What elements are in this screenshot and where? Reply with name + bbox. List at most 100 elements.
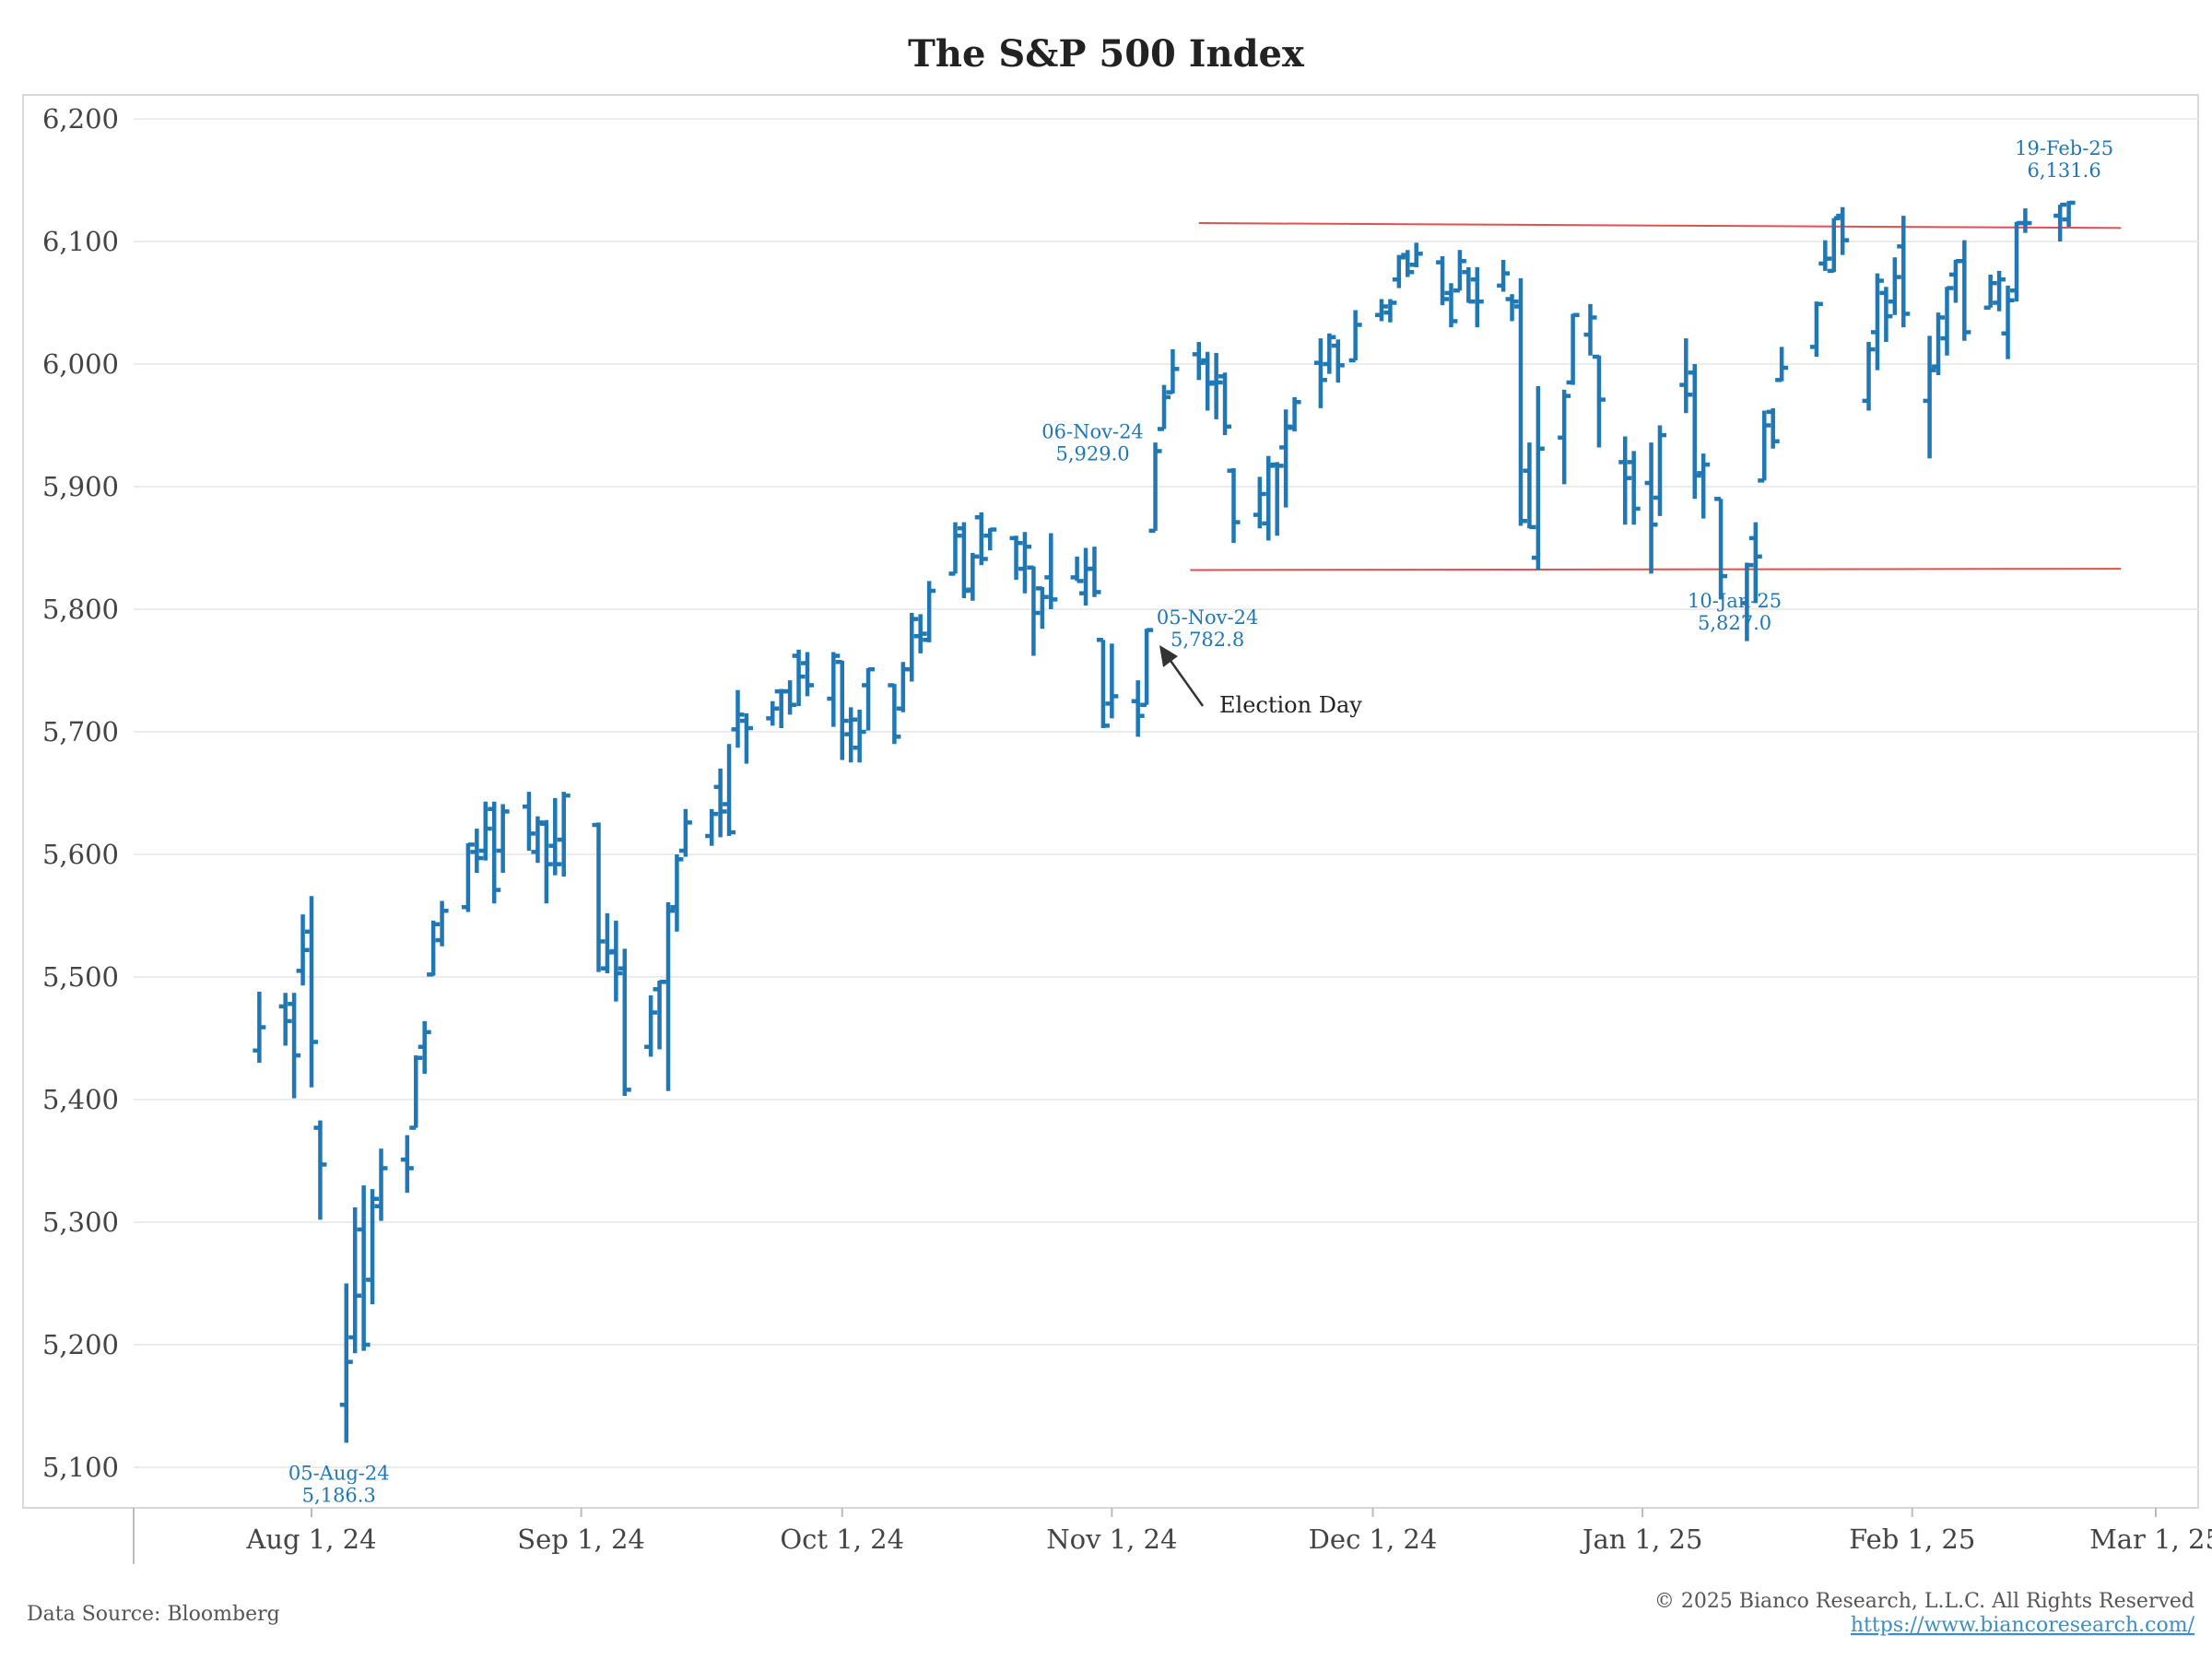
ohlc-bar	[1148, 442, 1162, 534]
ohlc-bar	[705, 808, 719, 846]
annotation-value: 5,929.0	[1055, 442, 1129, 465]
ohlc-bar	[2001, 285, 2015, 359]
ohlc-bar	[366, 1189, 380, 1305]
ohlc-bar	[1618, 436, 1632, 525]
ohlc-bar	[1044, 533, 1058, 609]
ohlc-bar	[1374, 299, 1388, 322]
ohlc-bar	[1088, 547, 1101, 597]
ohlc-bar	[1523, 442, 1536, 530]
annotation-date: 06-Nov-24	[1041, 420, 1144, 442]
ohlc-bar	[296, 914, 310, 986]
ohlc-bar	[1688, 364, 1701, 500]
ohlc-bar	[1758, 410, 1771, 483]
ohlc-bar	[1253, 477, 1266, 529]
y-tick-label: 5,600	[42, 839, 119, 870]
ohlc-bar	[913, 614, 927, 653]
y-tick-label: 5,400	[42, 1084, 119, 1115]
ohlc-bar	[1766, 407, 1780, 449]
x-tick-label: Mar 1, 25	[2089, 1524, 2212, 1555]
website-link[interactable]: https://www.biancoresearch.com/	[1851, 1614, 2195, 1637]
ohlc-bar	[1070, 556, 1084, 583]
ohlc-bar	[739, 713, 753, 764]
ohlc-bar	[1453, 250, 1466, 293]
y-tick-label: 5,700	[42, 716, 119, 747]
ohlc-bar	[853, 710, 866, 763]
ohlc-bar	[923, 581, 936, 642]
y-tick-label: 5,300	[42, 1206, 119, 1238]
ohlc-bar	[731, 689, 745, 748]
annotation-date: 05-Aug-24	[288, 1462, 390, 1484]
ohlc-bar	[305, 896, 318, 1088]
trendlines	[1190, 222, 2122, 571]
ohlc-bar	[1209, 353, 1223, 419]
ohlc-bar	[1270, 462, 1284, 536]
ohlc-bar	[1331, 339, 1345, 382]
ohlc-bar	[1096, 638, 1110, 729]
ohlc-bar	[661, 901, 675, 1091]
ohlc-bar	[1436, 255, 1450, 306]
x-tick-label: Jan 1, 25	[1580, 1524, 1703, 1555]
ohlc-bar	[983, 527, 997, 551]
x-tick-label: Dec 1, 24	[1309, 1524, 1438, 1555]
ohlc-bar	[253, 991, 266, 1064]
ohlc-bar	[1166, 349, 1180, 394]
ohlc-bar	[844, 707, 858, 763]
ohlc-bar	[1140, 628, 1154, 707]
ohlc-bar	[470, 829, 484, 873]
ohlc-bar	[1009, 535, 1023, 581]
ohlc-bar	[1836, 206, 1850, 255]
annotations: 05-Aug-245,186.3 06-Nov-245,929.0 05-Nov-2…	[288, 137, 2113, 1506]
ohlc-bar	[1288, 396, 1301, 432]
ohlc-bar	[1827, 216, 1841, 274]
ohlc-bar	[783, 680, 797, 715]
ohlc-bar	[1958, 240, 1971, 341]
ohlc-bar	[357, 1185, 371, 1351]
ohlc-bar	[1505, 294, 1519, 322]
ohlc-bar	[1105, 643, 1119, 719]
ohlc-bar	[478, 801, 492, 861]
ohlc-bar	[496, 804, 510, 873]
ohlc-bar	[1775, 347, 1789, 382]
ohlc-bar	[435, 900, 449, 947]
ohlc-bar	[1470, 266, 1484, 328]
ohlc-bar	[1679, 338, 1693, 414]
ohlc-bar	[948, 522, 962, 576]
ohlc-bar	[1027, 565, 1041, 656]
ohlc-bar	[1932, 312, 1946, 375]
ohlc-bar	[2053, 202, 2067, 241]
ohlc-bar	[618, 948, 631, 1097]
annotation-value: 5,186.3	[302, 1484, 376, 1506]
y-tick-label: 5,100	[42, 1452, 119, 1483]
ohlc-bar	[488, 801, 501, 904]
support-trendline	[1190, 568, 2122, 571]
ohlc-bar	[2062, 200, 2076, 228]
ohlc-bar	[1740, 562, 1754, 641]
ohlc-bar	[339, 1283, 353, 1443]
chart-title: The S&P 500 Index	[908, 32, 1305, 76]
ohlc-bar	[1513, 277, 1527, 526]
ohlc-bar	[723, 744, 736, 837]
y-tick-label: 6,200	[42, 103, 119, 135]
ohlc-bar	[548, 797, 562, 876]
ohlc-bar	[766, 700, 780, 726]
ohlc-bar	[1392, 254, 1406, 288]
callout-election-day: Election Day	[1219, 692, 1362, 718]
y-tick-label: 5,200	[42, 1329, 119, 1360]
ohlc-bar	[522, 792, 535, 852]
ohlc-bar	[801, 652, 815, 697]
ohlc-bar	[1644, 442, 1658, 574]
ohlc-bar	[1993, 270, 2006, 312]
ohlc-bar	[2009, 220, 2023, 302]
ohlc-bar	[409, 1055, 423, 1130]
arrow-head-icon	[1159, 645, 1178, 667]
annotation-value: 6,131.6	[2028, 159, 2101, 182]
ohlc-bar	[678, 808, 692, 857]
y-tick-label: 5,800	[42, 594, 119, 625]
ohlc-bar	[1018, 532, 1031, 594]
callout-arrow-line	[1167, 657, 1205, 707]
ohlc-bar	[1923, 335, 1936, 459]
ohlc-bar	[400, 1135, 414, 1194]
ohlc-bar	[288, 993, 301, 1099]
ohlc-bar	[374, 1148, 388, 1221]
ohlc-bar	[1862, 342, 1876, 411]
